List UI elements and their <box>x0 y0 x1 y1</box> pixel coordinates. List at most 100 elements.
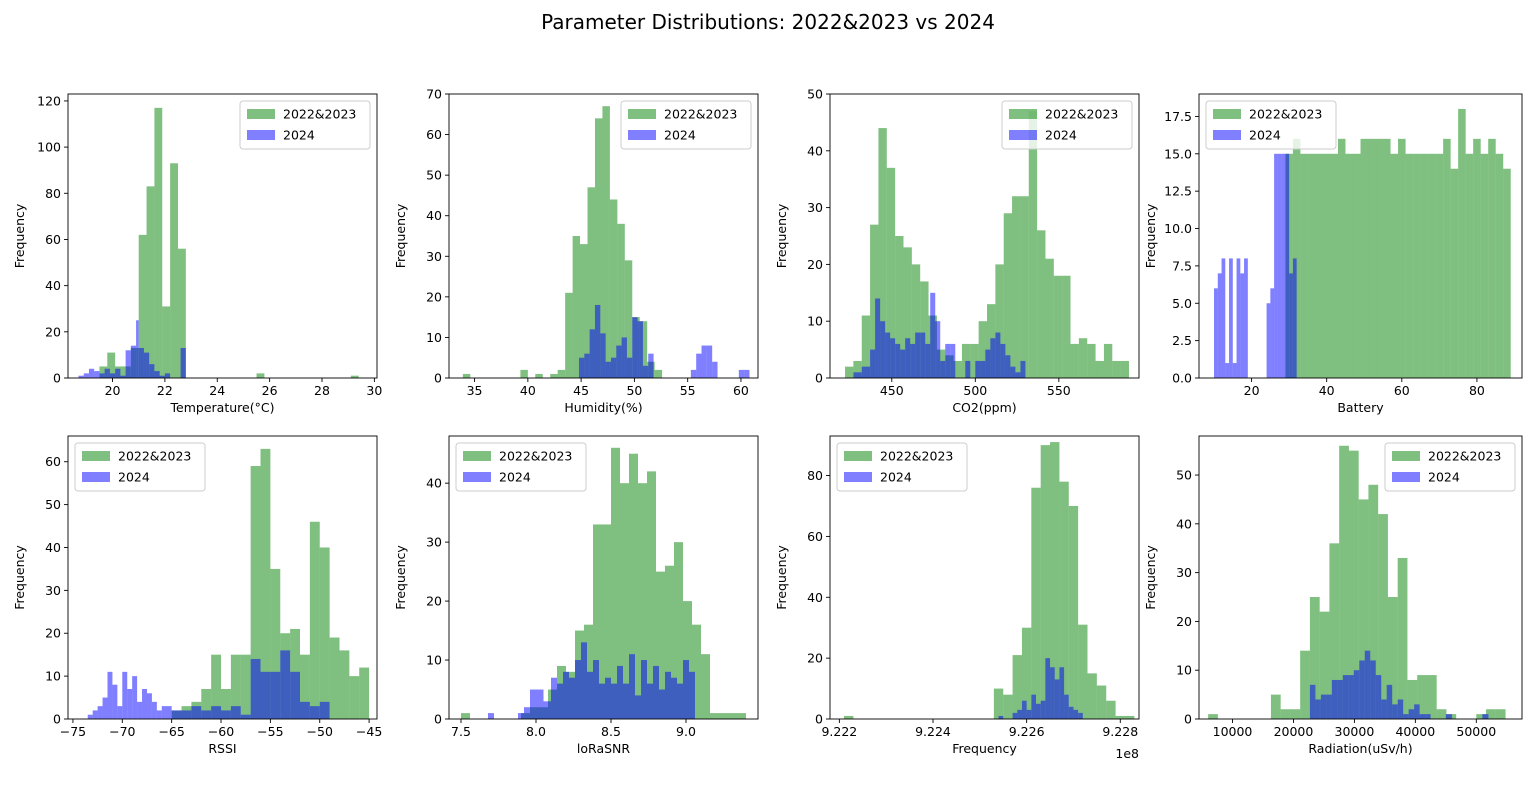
bar-2024 <box>211 706 222 719</box>
bar-2022-2023 <box>1503 168 1511 378</box>
bar-2024 <box>1292 258 1297 378</box>
y-tick-label: 70 <box>426 87 442 102</box>
bar-2024 <box>626 357 633 378</box>
x-axis-label: Temperature(°C) <box>170 400 275 415</box>
bar-2022-2023 <box>1021 627 1032 719</box>
bar-2022-2023 <box>1329 543 1340 719</box>
x-tick-label: 10000 <box>1213 724 1253 739</box>
legend-label: 2022&2023 <box>664 107 737 122</box>
bar-2024 <box>1326 694 1332 719</box>
bar-2022-2023 <box>978 321 988 378</box>
bar-2024 <box>744 369 750 378</box>
bar-2024 <box>935 321 941 378</box>
bar-2024 <box>1309 684 1316 719</box>
bar-2022-2023 <box>1450 168 1459 378</box>
bar-2024 <box>125 350 131 378</box>
axis-offset-label: 1e8 <box>1115 746 1139 761</box>
bar-2022-2023 <box>845 366 854 378</box>
x-tick-label: −65 <box>158 724 184 739</box>
bar-2024 <box>738 369 745 378</box>
bar-2022-2023 <box>1488 138 1496 378</box>
bar-2024 <box>1026 709 1032 719</box>
bar-2024 <box>853 372 862 378</box>
bar-2024 <box>1359 660 1365 719</box>
bar-2024 <box>1221 258 1226 378</box>
bar-2022-2023 <box>1407 679 1418 719</box>
y-tick-label: 0 <box>53 371 61 386</box>
y-tick-label: 50 <box>45 497 61 512</box>
legend-swatch-2022-2023 <box>1009 109 1037 119</box>
bar-2022-2023 <box>647 471 656 719</box>
bar-2024 <box>137 701 143 719</box>
legend-label: 2022&2023 <box>880 449 953 464</box>
bar-2024 <box>112 684 118 719</box>
legend: 2022&2023 2024 <box>239 100 371 150</box>
bar-2022-2023 <box>903 247 912 378</box>
bar-2024 <box>998 715 1004 719</box>
bar-2022-2023 <box>99 366 108 378</box>
x-tick-label: 80 <box>1469 383 1485 398</box>
bar-2022-2023 <box>1443 138 1451 378</box>
histogram-panel-8: 10000 20000 30000 40000 50000 0 10 20 30 40 50 Radi… <box>1143 435 1523 756</box>
bar-2022-2023 <box>1300 153 1308 378</box>
bar-2022-2023 <box>565 292 573 378</box>
bar-2024 <box>905 338 911 378</box>
bar-2022-2023 <box>920 281 929 378</box>
bar-2024 <box>575 660 581 719</box>
bar-2022-2023 <box>1078 624 1088 719</box>
bar-2024 <box>1342 675 1349 719</box>
bar-2024 <box>1036 703 1041 719</box>
y-axis-label: Frequency <box>12 203 27 268</box>
bar-2024 <box>712 361 718 378</box>
y-tick-label: 10 <box>426 330 442 345</box>
x-tick-label: −70 <box>109 724 135 739</box>
bar-2024 <box>299 701 310 719</box>
bar-2022-2023 <box>1045 258 1054 378</box>
histogram-panel-4: 20 40 60 80 0.0 2.5 5.0 7.5 10.0 12.5 15.0 17.5 Batt… <box>1143 93 1523 415</box>
bar-2024 <box>270 671 281 719</box>
legend-swatch-2024 <box>1213 130 1241 140</box>
bar-2022-2023 <box>107 352 116 378</box>
bar-2022-2023 <box>1020 196 1029 378</box>
bar-2022-2023 <box>593 524 602 719</box>
bar-2024 <box>1281 153 1286 378</box>
bar-2022-2023 <box>1319 611 1330 719</box>
bar-2024 <box>191 706 202 719</box>
bar-2024 <box>518 713 524 719</box>
bar-2024 <box>109 373 116 378</box>
bar-2024 <box>563 671 569 719</box>
histogram-panel-1: 20 22 24 26 28 30 0 20 40 60 80 100 120 Temperature(°… <box>12 93 382 415</box>
bar-2022-2023 <box>1473 138 1481 378</box>
bar-2024 <box>1315 699 1321 719</box>
bar-2022-2023 <box>683 601 692 719</box>
histogram-panel-2: 35 40 45 50 55 60 0 10 20 30 40 50 60 70 Humidity(%) Fr… <box>393 87 759 415</box>
bar-2024 <box>221 710 231 719</box>
bar-2024 <box>1285 153 1290 378</box>
bar-2024 <box>642 365 649 378</box>
y-tick-label: 20 <box>1176 614 1192 629</box>
bar-2024 <box>637 321 643 378</box>
y-tick-label: 20 <box>807 651 823 666</box>
legend-swatch-2022-2023 <box>82 451 110 461</box>
bar-2024 <box>250 658 261 719</box>
bar-2022-2023 <box>359 667 370 719</box>
bar-2022-2023 <box>1458 108 1466 378</box>
bar-2024 <box>623 683 629 719</box>
bar-2024 <box>1064 694 1069 719</box>
bar-2022-2023 <box>309 521 320 719</box>
y-tick-label: 0.0 <box>1172 371 1192 386</box>
bar-2022-2023 <box>1436 709 1447 719</box>
x-tick-label: 9.228 <box>1102 724 1138 739</box>
bar-2022-2023 <box>1106 700 1116 719</box>
y-tick-label: 10 <box>45 669 61 684</box>
y-tick-label: 0 <box>53 712 61 727</box>
bar-2024 <box>87 714 93 719</box>
bar-2024 <box>309 706 320 719</box>
bar-2022-2023 <box>953 360 962 378</box>
x-tick-label: 550 <box>1047 383 1071 398</box>
legend-swatch-2024 <box>1392 472 1420 482</box>
bar-2024 <box>1270 288 1275 378</box>
bar-2022-2023 <box>629 453 638 719</box>
bar-2024 <box>115 368 121 378</box>
bar-2022-2023 <box>1495 709 1506 719</box>
